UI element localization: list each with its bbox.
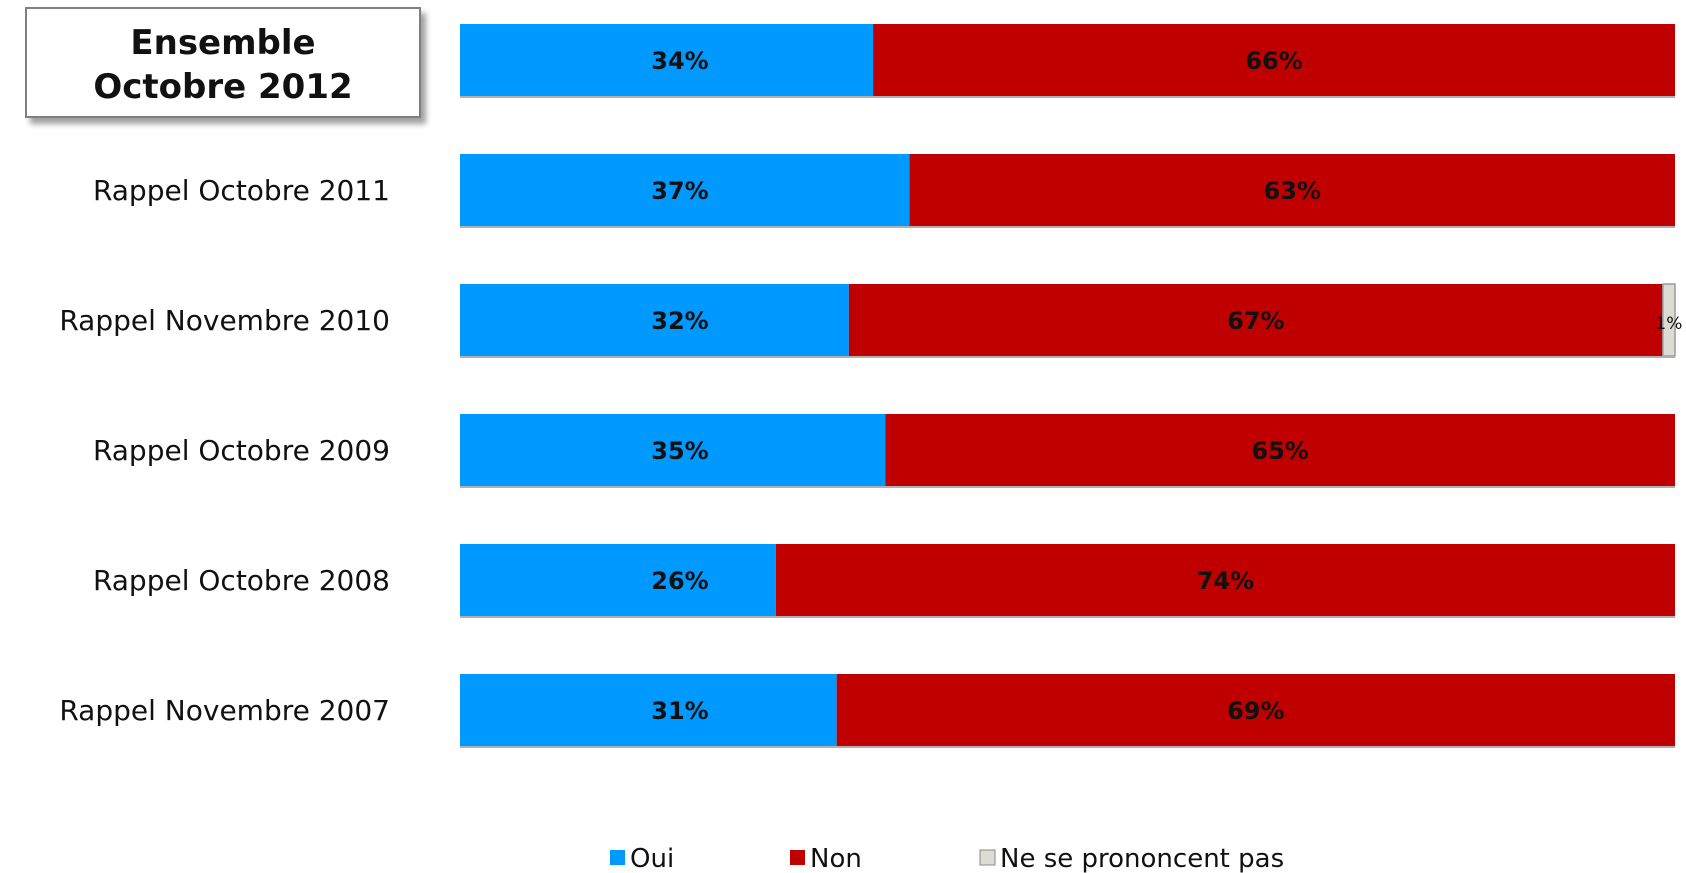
bar-value-label: 26% <box>651 567 708 595</box>
category-label: Rappel Octobre 2008 <box>93 564 390 597</box>
bar-segment-oui <box>460 414 886 486</box>
bar-value-labels: 34% 66% 37% 63% 32% 67% 1% 35% 65% 26% 74% 31% 69% <box>651 47 1682 725</box>
legend-label-nsp: Ne se prononcent pas <box>1000 844 1284 873</box>
legend-swatch-non <box>790 850 805 865</box>
highlight-category-box: Ensemble Octobre 2012 <box>25 7 421 118</box>
bar-segment-oui <box>460 154 910 226</box>
bar-segment-non <box>775 544 1675 616</box>
category-label: Rappel Novembre 2010 <box>59 304 390 337</box>
category-label: Rappel Novembre 2007 <box>59 694 390 727</box>
bar-value-label: 65% <box>1251 437 1308 465</box>
bar-segment-oui <box>460 284 849 356</box>
bar-segment-oui <box>460 24 874 96</box>
category-label: Rappel Octobre 2009 <box>93 434 390 467</box>
bar-value-label: 32% <box>651 307 708 335</box>
bar-value-label: 67% <box>1227 307 1284 335</box>
bar-segment-non <box>848 284 1663 356</box>
bar-segment-oui <box>460 544 776 616</box>
legend: Oui Non Ne se prononcent pas <box>610 844 1284 873</box>
highlight-box-line-1: Ensemble <box>130 23 315 63</box>
bar-value-label: 74% <box>1197 567 1254 595</box>
legend-label-non: Non <box>810 844 862 873</box>
bar-value-label: 37% <box>651 177 708 205</box>
highlight-box-line-2: Octobre 2012 <box>93 67 352 107</box>
legend-swatch-nsp <box>979 849 996 866</box>
bar-value-label: 34% <box>651 47 708 75</box>
bar-value-label: 66% <box>1245 47 1302 75</box>
bar-value-label: 63% <box>1264 177 1321 205</box>
bars <box>460 24 1676 748</box>
bar-segment-non <box>885 414 1675 486</box>
bar-value-label: 35% <box>651 437 708 465</box>
legend-label-oui: Oui <box>630 844 674 873</box>
bar-value-label: 1% <box>1655 314 1682 334</box>
category-label: Rappel Octobre 2011 <box>93 174 390 207</box>
bar-segment-oui <box>460 674 837 746</box>
highlight-box-frame <box>25 7 421 118</box>
bar-value-label: 69% <box>1227 697 1284 725</box>
bar-value-label: 31% <box>651 697 708 725</box>
category-labels: Rappel Octobre 2011 Rappel Novembre 2010 R… <box>59 174 390 727</box>
legend-swatch-oui <box>610 850 625 865</box>
bar-segment-non <box>909 154 1675 226</box>
bar-segment-non <box>836 674 1675 746</box>
bar-segment-non <box>873 24 1675 96</box>
